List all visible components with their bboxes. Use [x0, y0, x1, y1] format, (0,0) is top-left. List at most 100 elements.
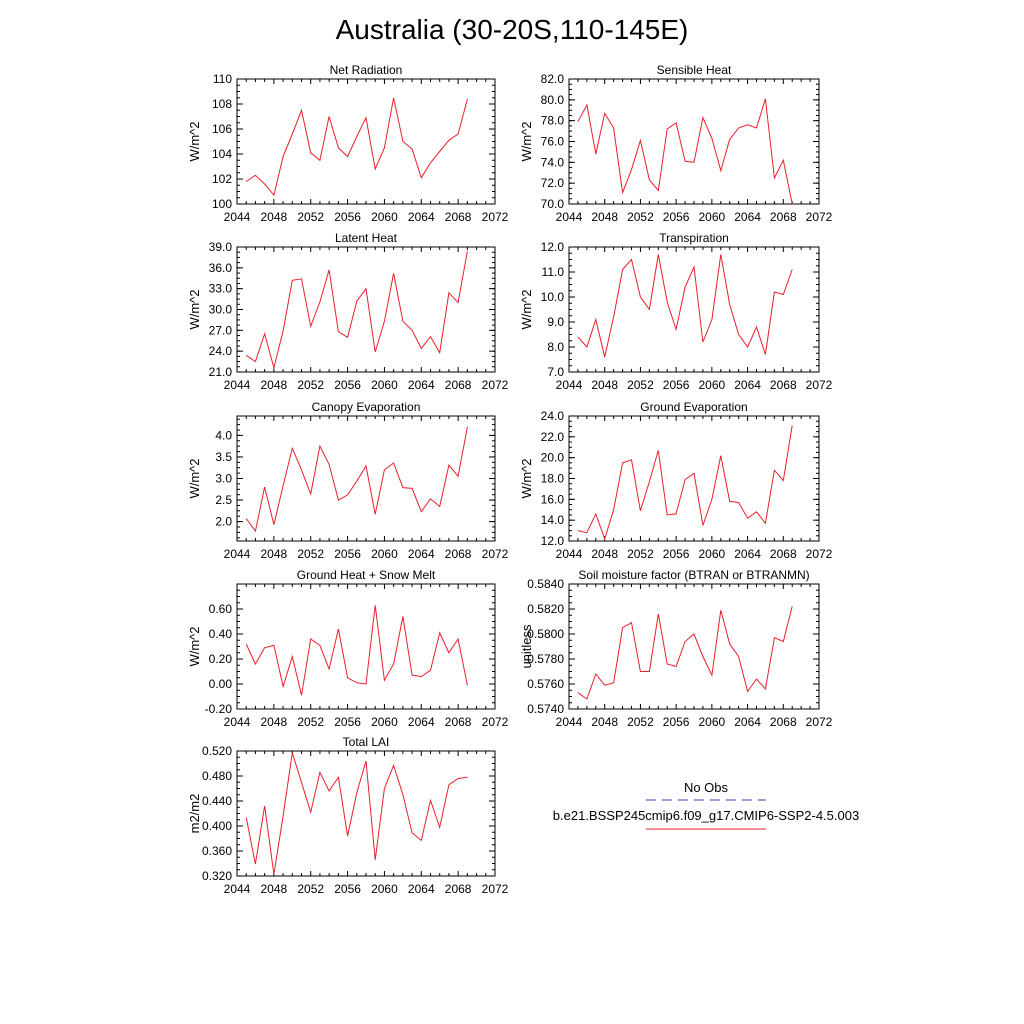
y-tick-label: 21.0	[209, 365, 233, 379]
panel-title: Transpiration	[659, 231, 729, 245]
series-line	[245, 426, 468, 533]
y-tick-label: 0.480	[202, 769, 232, 783]
y-tick-label: 4.0	[215, 428, 232, 442]
y-tick-label: 106	[212, 122, 232, 136]
y-tick-label: 72.0	[541, 176, 565, 190]
x-tick-label: 2056	[334, 210, 361, 224]
plot-frame	[236, 78, 496, 205]
x-tick-label: 2060	[371, 547, 398, 561]
x-tick-label: 2068	[770, 547, 797, 561]
x-tick-label: 2072	[806, 210, 833, 224]
x-tick-label: 2064	[734, 715, 761, 729]
x-tick-label: 2052	[627, 715, 654, 729]
y-axis-label: unitless	[519, 624, 534, 669]
x-tick-label: 2060	[371, 378, 398, 392]
panel-8: Total LAI 2044 2048 2052 2056 2060 2064 2068 207…	[187, 735, 509, 896]
x-tick-label: 2068	[770, 210, 797, 224]
y-tick-label: 24.0	[541, 409, 565, 423]
x-tick-label: 2044	[224, 715, 251, 729]
y-tick-label: 18.0	[541, 472, 565, 486]
x-tick-label: 2044	[556, 378, 583, 392]
x-tick-label: 2064	[408, 210, 435, 224]
y-tick-label: 14.0	[541, 513, 565, 527]
panel-2: Latent Heat 2044 2048 2052 2056 2060 2064 2068 2…	[187, 231, 509, 392]
y-axis-label: W/m^2	[187, 289, 202, 329]
series-line	[245, 752, 468, 875]
panel-6: Ground Heat + Snow Melt 2044 2048 2052 2056 2…	[187, 568, 509, 729]
y-tick-label: 0.60	[209, 602, 233, 616]
y-tick-label: 7.0	[547, 365, 564, 379]
y-axis-label: W/m^2	[519, 121, 534, 161]
y-axis-label: m2/m2	[187, 794, 202, 834]
x-tick-label: 2072	[482, 378, 509, 392]
series-line	[245, 251, 468, 370]
x-tick-label: 2072	[482, 547, 509, 561]
y-tick-label: 12.0	[541, 240, 565, 254]
x-tick-label: 2052	[297, 882, 324, 896]
y-tick-label: 0.440	[202, 794, 232, 808]
x-tick-label: 2064	[408, 378, 435, 392]
y-tick-label: 9.0	[547, 315, 564, 329]
plot-frame	[236, 415, 496, 542]
y-tick-label: 2.5	[215, 493, 232, 507]
x-tick-label: 2048	[261, 715, 288, 729]
x-tick-label: 2072	[806, 378, 833, 392]
x-tick-label: 2072	[482, 210, 509, 224]
legend: No Obs b.e21.BSSP245cmip6.f09_g17.CMIP6-S…	[553, 780, 859, 830]
y-tick-label: 39.0	[209, 240, 233, 254]
y-tick-label: 20.0	[541, 451, 565, 465]
x-tick-label: 2044	[224, 547, 251, 561]
y-tick-label: 0.360	[202, 844, 232, 858]
x-tick-label: 2052	[627, 210, 654, 224]
y-tick-label: 11.0	[542, 265, 565, 279]
y-tick-label: 10.0	[541, 290, 565, 304]
y-tick-label: 110	[213, 72, 232, 86]
series-line	[577, 98, 793, 205]
x-tick-label: 2052	[297, 210, 324, 224]
x-tick-label: 2072	[806, 547, 833, 561]
x-tick-label: 2048	[591, 378, 618, 392]
y-tick-label: 80.0	[541, 93, 565, 107]
y-tick-label: 8.0	[547, 340, 564, 354]
legend-label-obs: No Obs	[684, 780, 729, 795]
panel-3: Transpiration 2044 2048 2052 2056 2060 2064 206…	[519, 231, 833, 392]
y-axis-label: W/m^2	[187, 458, 202, 498]
legend-label-model: b.e21.BSSP245cmip6.f09_g17.CMIP6-SSP2-4.…	[553, 808, 859, 823]
x-tick-label: 2072	[482, 715, 509, 729]
y-tick-label: 0.400	[202, 819, 232, 833]
series-line	[577, 254, 793, 358]
panel-title: Ground Evaporation	[640, 400, 747, 414]
x-tick-label: 2060	[371, 882, 398, 896]
plot-frame	[568, 78, 820, 205]
y-tick-label: 0.5780	[527, 652, 564, 666]
x-tick-label: 2060	[699, 378, 726, 392]
x-tick-label: 2056	[663, 210, 690, 224]
panel-0: Net Radiation 2044 2048 2052 2056 2060 2064 206…	[187, 63, 509, 224]
y-tick-label: 22.0	[541, 430, 565, 444]
y-axis-label: W/m^2	[519, 289, 534, 329]
plot-frame	[236, 750, 496, 877]
y-tick-label: 16.0	[541, 492, 565, 506]
x-tick-label: 2044	[556, 547, 583, 561]
y-tick-label: 0.20	[209, 652, 233, 666]
x-tick-label: 2048	[261, 882, 288, 896]
y-axis-label: W/m^2	[519, 458, 534, 498]
y-tick-label: 70.0	[541, 197, 565, 211]
x-tick-label: 2044	[556, 715, 583, 729]
x-tick-label: 2064	[408, 547, 435, 561]
x-tick-label: 2068	[445, 378, 472, 392]
x-tick-label: 2044	[556, 210, 583, 224]
y-tick-label: 104	[212, 147, 232, 161]
x-tick-label: 2064	[408, 715, 435, 729]
plot-frame	[568, 246, 820, 373]
panel-4: Canopy Evaporation 2044 2048 2052 2056 2060 20…	[187, 400, 509, 561]
panel-title: Ground Heat + Snow Melt	[297, 568, 436, 582]
y-tick-label: 82.0	[541, 72, 565, 86]
y-tick-label: 0.5820	[527, 602, 564, 616]
x-tick-label: 2056	[663, 378, 690, 392]
x-tick-label: 2060	[699, 547, 726, 561]
x-tick-label: 2048	[591, 547, 618, 561]
y-tick-label: 76.0	[541, 135, 565, 149]
x-tick-label: 2048	[591, 715, 618, 729]
y-tick-label: 2.0	[215, 515, 232, 529]
